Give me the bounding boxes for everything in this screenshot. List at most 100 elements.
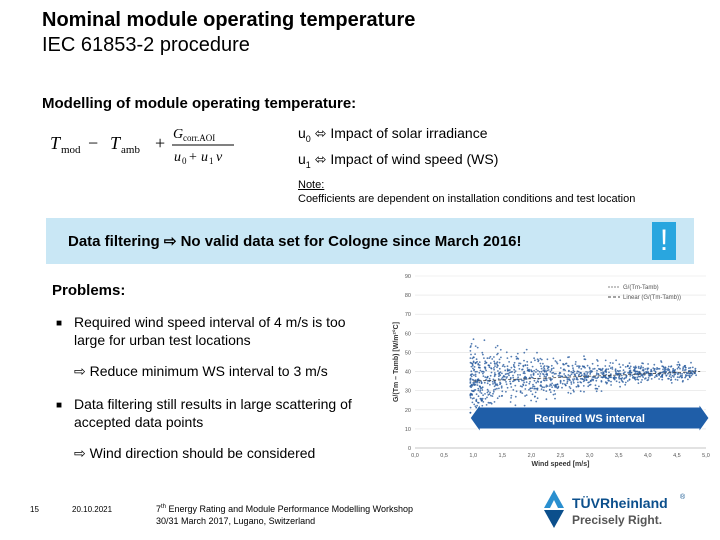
scatter-point: [533, 385, 536, 388]
scatter-point: [570, 383, 573, 385]
scatter-point: [517, 376, 519, 379]
scatter-point: [676, 371, 678, 374]
scatter-point: [523, 377, 525, 379]
scatter-point: [521, 368, 523, 371]
scatter-point: [472, 356, 475, 359]
scatter-point: [617, 370, 620, 373]
scatter-point: [658, 378, 660, 380]
scatter-point: [637, 382, 640, 385]
scatter-point: [514, 384, 517, 387]
scatter-point: [484, 367, 487, 370]
scatter-point: [658, 374, 660, 377]
scatter-point: [619, 377, 622, 380]
scatter-point: [568, 369, 570, 372]
x-tick-label: 0,0: [411, 453, 419, 459]
scatter-point: [513, 371, 516, 374]
scatter-point: [604, 359, 607, 362]
scatter-point: [500, 356, 502, 359]
tuv-logo-mark-icon: [544, 490, 564, 528]
scatter-point: [510, 355, 513, 358]
scatter-point: [684, 366, 687, 369]
scatter-point: [524, 364, 527, 366]
scatter-point: [608, 379, 610, 382]
scatter-point: [517, 374, 519, 376]
scatter-point: [597, 376, 600, 379]
scatter-point: [619, 372, 622, 375]
scatter-point: [682, 366, 685, 368]
scatter-point: [677, 361, 680, 363]
scatter-point: [569, 374, 571, 377]
scatter-point: [583, 390, 585, 393]
scatter-point: [600, 376, 603, 379]
scatter-point: [615, 380, 618, 383]
scatter-point: [498, 367, 501, 370]
scatter-point: [534, 387, 537, 390]
scatter-point: [668, 375, 671, 377]
scatter-point: [499, 374, 502, 377]
scatter-point: [509, 383, 512, 385]
scatter-point: [618, 377, 621, 380]
scatter-point: [586, 373, 589, 375]
scatter-point: [595, 387, 598, 390]
scatter-point: [545, 390, 548, 392]
scatter-point: [499, 348, 502, 351]
scatter-point: [551, 378, 553, 380]
scatter-point: [609, 362, 612, 364]
scatter-point: [567, 374, 570, 376]
scatter-point: [682, 369, 684, 371]
scatter-point: [505, 381, 507, 383]
scatter-point: [583, 374, 586, 377]
y-tick-label: 70: [405, 312, 411, 318]
scatter-point: [517, 364, 520, 367]
scatter-point: [568, 386, 571, 388]
scatter-point: [601, 369, 603, 371]
scatter-point: [685, 371, 688, 374]
scatter-point: [529, 387, 532, 390]
scatter-point: [531, 393, 534, 396]
scatter-point: [633, 377, 636, 380]
scatter-point: [531, 387, 533, 389]
page-number: 15: [30, 505, 39, 514]
scatter-point: [628, 372, 631, 374]
scatter-point: [596, 359, 598, 361]
scatter-point: [615, 372, 617, 375]
scatter-point: [488, 402, 491, 404]
scatter-point: [522, 379, 525, 382]
scatter-point: [671, 374, 674, 377]
scatter-point: [469, 361, 472, 364]
scatter-point: [474, 370, 477, 373]
scatter-point: [584, 377, 586, 379]
scatter-point: [470, 353, 472, 356]
scatter-point: [556, 383, 559, 386]
scatter-point: [469, 381, 472, 383]
scatter-point: [575, 376, 578, 379]
scatter-point: [655, 374, 657, 377]
scatter-point: [523, 370, 526, 373]
scatter-point: [606, 381, 608, 384]
scatter-point: [513, 361, 516, 364]
scatter-point: [557, 386, 560, 389]
scatter-point: [670, 376, 673, 379]
scatter-point: [674, 373, 677, 376]
note-text: Coefficients are dependent on installati…: [298, 193, 636, 205]
scatter-point: [509, 401, 512, 403]
scatter-point: [554, 384, 557, 387]
scatter-point: [484, 376, 487, 379]
scatter-point: [629, 365, 632, 368]
scatter-point: [589, 370, 591, 373]
scatter-point: [594, 384, 597, 387]
scatter-point: [639, 375, 641, 378]
scatter-point: [628, 379, 631, 381]
scatter-point: [572, 378, 574, 381]
scatter-point: [589, 379, 592, 382]
legend-entry-linear: Linear (G/(Tm-Tamb)): [623, 295, 681, 301]
bullet-square-icon: ■: [56, 400, 63, 411]
scatter-point: [612, 362, 614, 364]
scatter-point: [600, 372, 603, 374]
scatter-point: [684, 364, 687, 367]
title-line-1: Nominal module operating temperature: [42, 9, 416, 31]
scatter-point: [497, 378, 500, 380]
scatter-point: [623, 378, 625, 380]
y-axis-label: G/(Tm – Tamb) [W/m²°C]: [392, 322, 400, 402]
ws-interval-label: Required WS interval: [534, 413, 645, 425]
